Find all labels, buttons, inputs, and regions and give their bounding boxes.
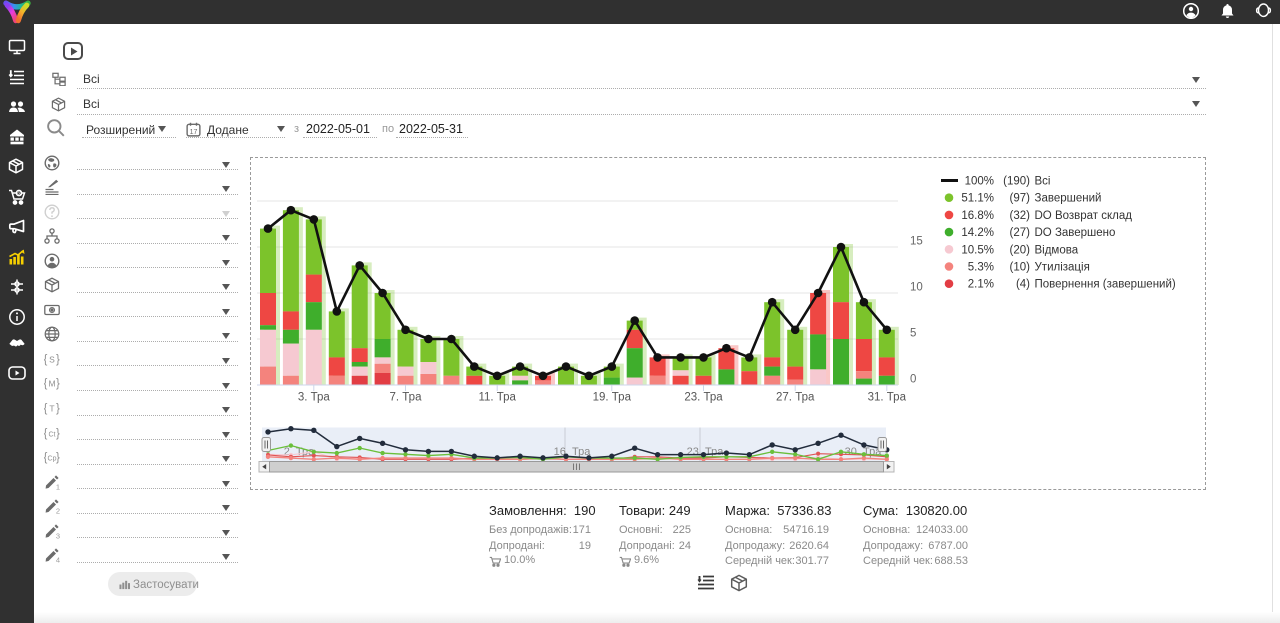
svg-text:Утилізація: Утилізація [1035,262,1090,274]
svg-text:{: { [44,403,48,415]
svg-text:}: } [56,428,60,440]
svg-text:}: } [56,452,60,464]
svg-text:0: 0 [910,374,916,386]
svg-text:{: { [44,354,48,366]
svg-text:100%: 100% [965,176,994,188]
svg-text:(10): (10) [1010,262,1031,274]
svg-text:(32): (32) [1010,210,1031,222]
svg-text:10.5%: 10.5% [961,244,994,256]
svg-text:(4): (4) [1016,279,1030,291]
svg-text:3: 3 [56,531,60,539]
svg-text:S: S [49,354,55,364]
svg-text:5: 5 [910,328,916,340]
svg-text:27. Тра: 27. Тра [776,392,815,404]
svg-text:16. Тра: 16. Тра [554,446,592,458]
svg-text:3. Тра: 3. Тра [298,392,331,404]
svg-text:51.1%: 51.1% [961,193,994,205]
svg-text:23. Тра: 23. Тра [684,392,723,404]
svg-text:{: { [44,428,48,440]
svg-text:7. Тра: 7. Тра [390,392,423,404]
svg-text:Ct: Ct [49,431,56,438]
svg-text:(27): (27) [1010,227,1031,239]
svg-text:17: 17 [190,129,198,136]
svg-text:31. Тра: 31. Тра [868,392,907,404]
svg-text:19. Тра: 19. Тра [593,392,632,404]
svg-text:11. Тра: 11. Тра [478,392,516,404]
svg-text:T: T [49,404,54,414]
svg-text:Всі: Всі [1035,176,1051,188]
svg-text:(190): (190) [1003,176,1030,188]
svg-text:15: 15 [910,236,923,248]
svg-text:(97): (97) [1010,193,1031,205]
svg-text:}: } [56,378,60,390]
svg-text:2.1%: 2.1% [968,279,994,291]
svg-text:}: } [56,403,60,415]
svg-text:{: { [44,452,48,464]
svg-text:{: { [44,378,48,390]
svg-text:1: 1 [56,482,60,490]
svg-text:DO Возврат склад: DO Возврат склад [1035,210,1133,222]
svg-text:(20): (20) [1010,244,1031,256]
svg-text:}: } [56,354,60,366]
svg-text:Завершений: Завершений [1035,193,1102,205]
svg-text:14.2%: 14.2% [961,227,994,239]
svg-text:Cp: Cp [48,456,57,463]
svg-text:@: @ [16,191,22,197]
svg-text:4: 4 [56,556,60,564]
svg-text:DO Завершено: DO Завершено [1035,227,1116,239]
svg-text:2: 2 [56,507,60,515]
svg-text:10: 10 [910,282,923,294]
svg-text:Повернення (завершений): Повернення (завершений) [1035,279,1176,291]
svg-text:M: M [48,379,55,389]
svg-text:16.8%: 16.8% [961,210,994,222]
svg-text:5.3%: 5.3% [968,262,994,274]
svg-text:Відмова: Відмова [1035,244,1079,256]
